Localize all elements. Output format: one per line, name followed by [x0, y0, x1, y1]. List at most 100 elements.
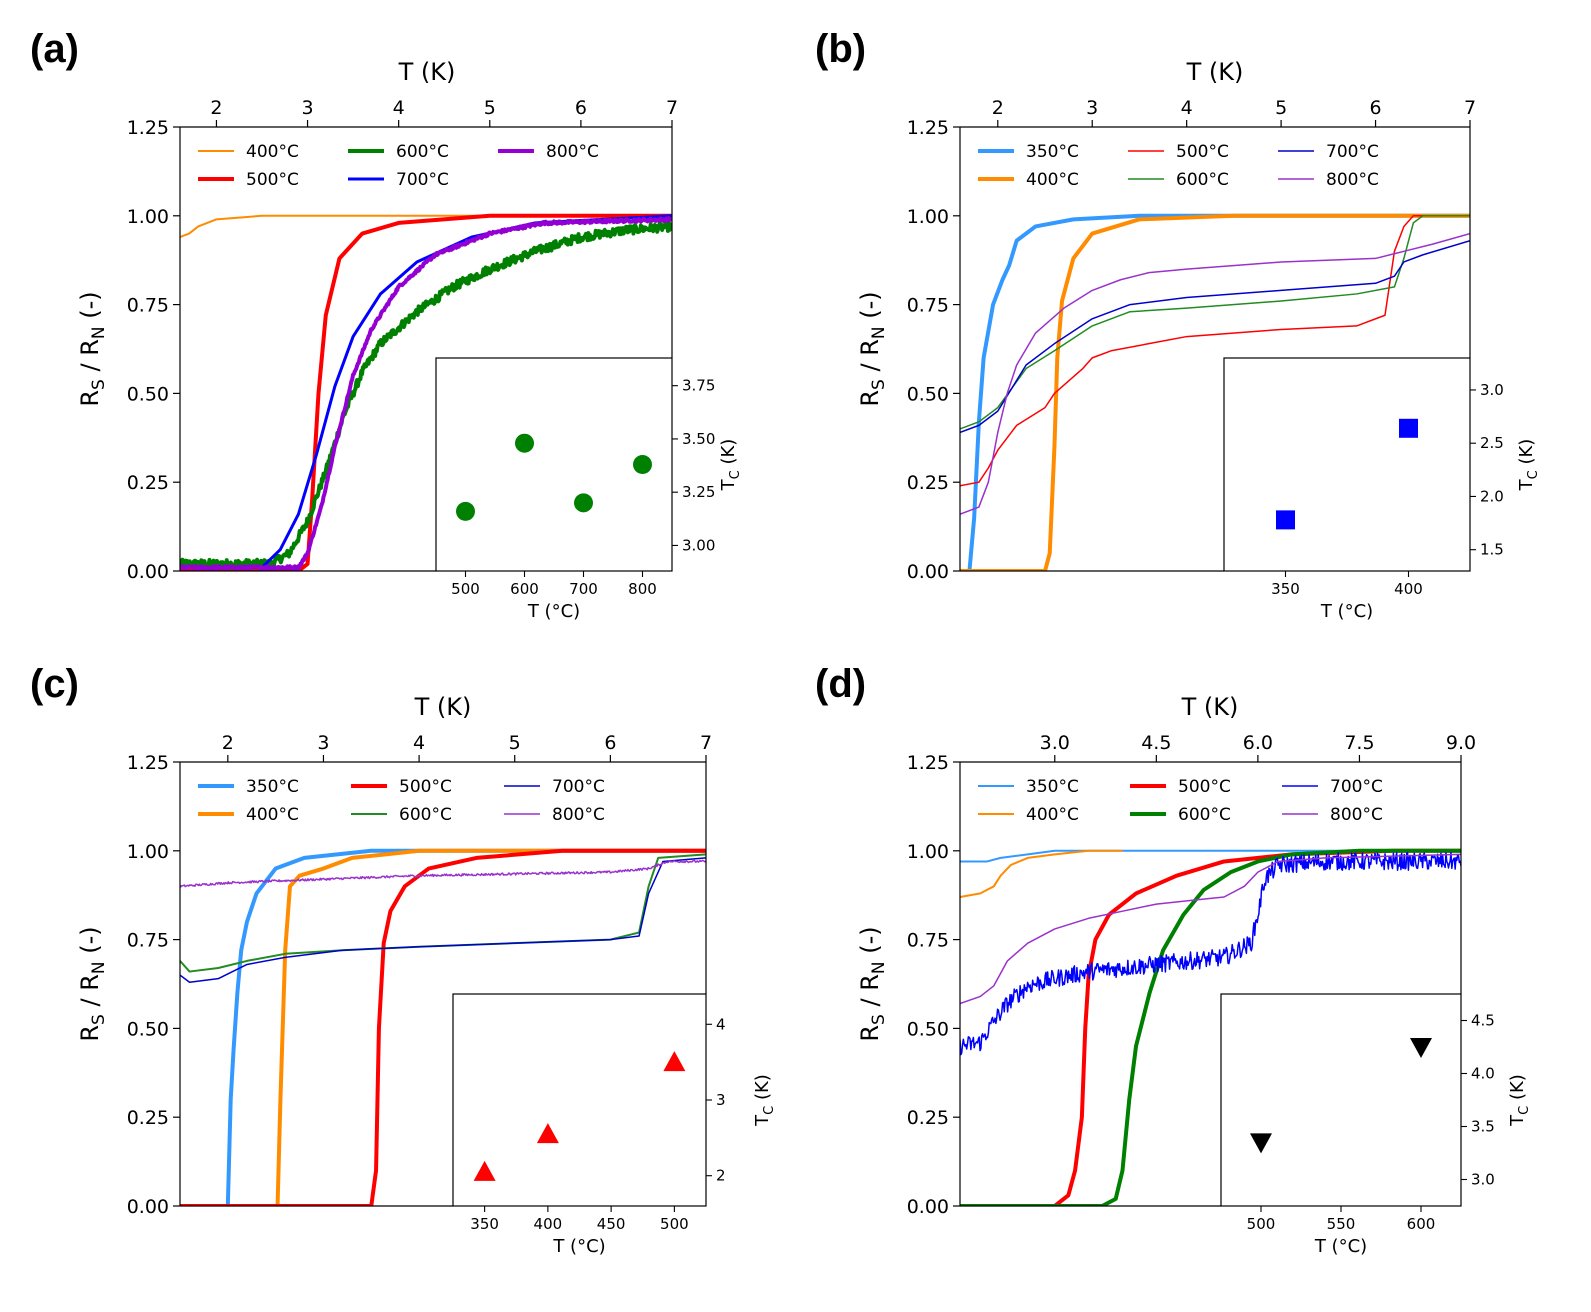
inset-y-title-part: T: [752, 1114, 773, 1127]
inset-chart: 500 550 600 3.0 3.5 4.0 4.5 T (°C) TC (K): [1220, 993, 1532, 1257]
series-line-400c: [180, 214, 672, 239]
y-tick-label: 1.25: [907, 117, 949, 139]
legend-label: 600°C: [399, 805, 452, 825]
legend-label: 350°C: [1026, 777, 1079, 797]
y-tick-label: 1.25: [127, 752, 169, 774]
inset-y-tick-label: 4.0: [1471, 1065, 1495, 1083]
inset-y-title: TC (K): [1507, 1074, 1532, 1127]
inset-y-title: TC (K): [752, 1074, 777, 1127]
series-line-800c: [960, 853, 1461, 1005]
inset-y-title-subscript: C: [1526, 470, 1541, 479]
y-tick-label: 1.00: [907, 841, 949, 863]
x-tick-label: 7: [700, 732, 712, 754]
series-line-700c: [180, 857, 706, 983]
y-axis-title-part: R: [76, 1025, 104, 1042]
x-tick-label: 2: [222, 732, 234, 754]
y-tick-label: 0.00: [907, 1196, 949, 1218]
inset-y-tick-label: 4.5: [1471, 1012, 1495, 1030]
y-tick-label: 1.25: [907, 752, 949, 774]
legend-label: 800°C: [1326, 170, 1379, 190]
y-axis-title-subscript: N: [89, 961, 109, 974]
inset-frame: [1223, 357, 1471, 572]
y-axis-title-part: / R: [76, 974, 104, 1014]
inset-y-title-part: (K): [1507, 1074, 1528, 1106]
legend-label: 400°C: [246, 805, 299, 825]
inset-x-tick-label: 500: [660, 1215, 689, 1233]
inset-marker-triangle-down: [1250, 1133, 1272, 1154]
x-axis-title: T (K): [398, 58, 456, 86]
inset-x-tick-label: 700: [569, 580, 598, 598]
inset-y-tick-label: 3.50: [682, 430, 715, 448]
inset-chart: 500 600 700 800 3.00 3.25 3.50 3.75 T (°C) TC (K): [435, 357, 743, 622]
inset-y-tick-label: 3.00: [682, 536, 715, 554]
inset-y-tick-label: 2.0: [1480, 487, 1504, 505]
inset-x-tick-label: 350: [1271, 580, 1300, 598]
series-line-500c: [960, 215, 1470, 487]
y-tick-label: 0.75: [907, 930, 949, 952]
y-tick-label: 0.25: [907, 1107, 949, 1129]
inset-y-title-part: T: [1507, 1114, 1528, 1127]
inset-y-tick-label: 3.25: [682, 483, 715, 501]
series-line-600c: [180, 220, 672, 571]
figure-panels: (a)0.000.250.500.751.001.252 3 4 5 6 7T (K)RS…: [30, 27, 1541, 1257]
legend-label: 500°C: [399, 777, 452, 797]
inset-y-title-subscript: C: [762, 1106, 777, 1115]
x-tick-label: 5: [509, 732, 521, 754]
x-tick-label: 3.0: [1040, 732, 1070, 754]
series-line-600c: [960, 848, 1461, 1206]
x-tick-label: 7: [666, 97, 678, 119]
inset-x-title: T (°C): [552, 1236, 605, 1257]
panel-label: (d): [815, 662, 866, 706]
inset-x-tick-label: 550: [1327, 1215, 1356, 1233]
inset-x-tick-label: 350: [470, 1215, 499, 1233]
inset-marker-square: [1399, 418, 1418, 438]
series-layer: [180, 213, 672, 571]
y-tick-label: 0.25: [907, 472, 949, 494]
inset-y-title: TC (K): [718, 439, 743, 492]
y-axis-title-subscript: N: [869, 326, 889, 339]
panel-label: (c): [30, 662, 79, 706]
x-tick-label: 9.0: [1446, 732, 1476, 754]
inset-frame: [1220, 993, 1462, 1207]
legend-label: 500°C: [246, 170, 299, 190]
inset-x-tick-label: 400: [534, 1215, 563, 1233]
x-tick-label: 4.5: [1141, 732, 1171, 754]
y-axis-title-part: / R: [76, 339, 104, 379]
legend-label: 800°C: [552, 805, 605, 825]
legend-label: 700°C: [1326, 142, 1379, 162]
x-tick-label: 6: [1370, 97, 1382, 119]
series-line-600c: [180, 853, 706, 973]
legend-label: 400°C: [246, 142, 299, 162]
inset-y-title-part: T: [1516, 478, 1537, 491]
y-tick-label: 0.00: [127, 561, 169, 583]
y-tick-label: 0.75: [127, 930, 169, 952]
y-axis-title-part: / R: [856, 974, 884, 1014]
x-tick-label: 3: [1086, 97, 1098, 119]
inset-y-title: TC (K): [1516, 439, 1541, 492]
x-tick-label: 4: [413, 732, 425, 754]
y-tick-label: 1.25: [127, 117, 169, 139]
inset-x-title: T (°C): [1314, 1236, 1367, 1257]
inset-y-title-part: (K): [718, 439, 739, 471]
series-layer: [960, 213, 1470, 571]
panel-label: (b): [815, 27, 866, 71]
legend-label: 800°C: [1330, 805, 1383, 825]
y-axis-title-part: / R: [856, 339, 884, 379]
y-tick-label: 0.50: [907, 383, 949, 405]
series-line-800c: [960, 232, 1470, 515]
y-tick-label: 0.00: [907, 561, 949, 583]
y-axis-title-part: (-): [76, 291, 104, 326]
legend-label: 600°C: [1178, 805, 1231, 825]
x-tick-label: 2: [210, 97, 222, 119]
x-axis-title: T (K): [1186, 58, 1244, 86]
series-layer: [960, 848, 1461, 1206]
inset-marker-triangle-up: [473, 1160, 496, 1181]
inset-y-tick-label: 3.0: [1471, 1171, 1495, 1189]
y-axis-title-part: (-): [856, 291, 884, 326]
inset-y-title-subscript: C: [1517, 1106, 1532, 1115]
y-axis-title-subscript: N: [89, 326, 109, 339]
series-line-700c: [960, 851, 1461, 1056]
series-line-350c: [960, 213, 1470, 571]
x-tick-label: 2: [992, 97, 1004, 119]
